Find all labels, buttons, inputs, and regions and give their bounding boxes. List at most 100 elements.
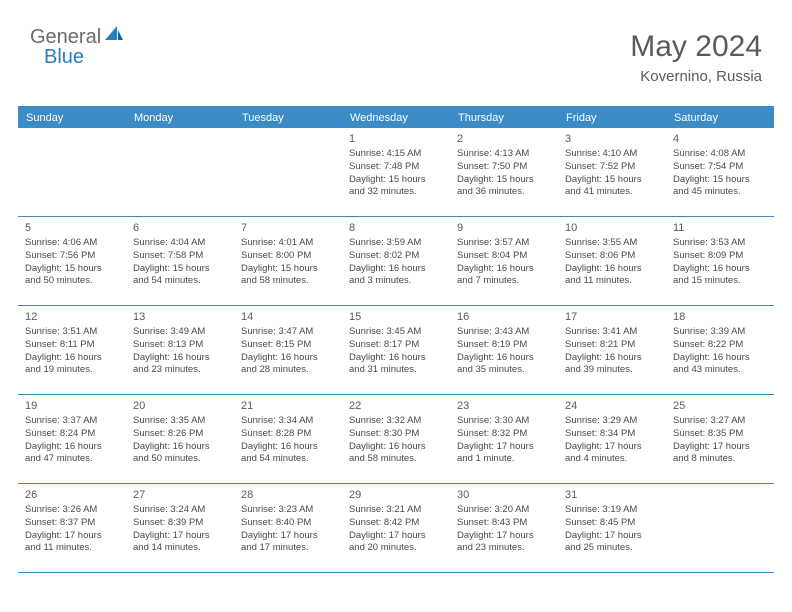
sunset-line: Sunset: 8:09 PM [673,250,767,263]
sunset-line: Sunset: 8:28 PM [241,428,335,441]
day-info: Sunrise: 3:39 AMSunset: 8:22 PMDaylight:… [673,326,767,377]
calendar-week-row: 1Sunrise: 4:15 AMSunset: 7:48 PMDaylight… [18,128,774,217]
sunrise-line: Sunrise: 3:29 AM [565,415,659,428]
weekday-header-cell: Tuesday [234,108,342,128]
daylight-line: Daylight: 16 hours and 15 minutes. [673,263,767,289]
sunset-line: Sunset: 8:30 PM [349,428,443,441]
daylight-line: Daylight: 15 hours and 32 minutes. [349,174,443,200]
day-number: 25 [673,400,767,412]
calendar-day-cell: 25Sunrise: 3:27 AMSunset: 8:35 PMDayligh… [666,395,774,483]
day-number: 5 [25,222,119,234]
daylight-line: Daylight: 17 hours and 1 minute. [457,441,551,467]
calendar-day-cell: 19 Sunrise: 3:37 AMSunset: 8:24 PMDayligh… [18,395,126,483]
day-number: 23 [457,400,551,412]
calendar-week-row: 26Sunrise: 3:26 AMSunset: 8:37 PMDayligh… [18,484,774,573]
day-number: 28 [241,489,335,501]
day-number: 8 [349,222,443,234]
calendar-day-cell: 11Sunrise: 3:53 AMSunset: 8:09 PMDayligh… [666,217,774,305]
calendar-day-cell: 9Sunrise: 3:57 AMSunset: 8:04 PMDaylight… [450,217,558,305]
sunrise-line: Sunrise: 3:30 AM [457,415,551,428]
sunset-line: Sunset: 8:40 PM [241,517,335,530]
sunset-line: Sunset: 7:48 PM [349,161,443,174]
sunset-line: Sunset: 8:26 PM [133,428,227,441]
day-number: 27 [133,489,227,501]
weekday-header-cell: Monday [126,108,234,128]
sunrise-line: Sunrise: 3:49 AM [133,326,227,339]
sunrise-line: Sunrise: 3:26 AM [25,504,119,517]
day-number: 11 [673,222,767,234]
daylight-line: Daylight: 16 hours and 31 minutes. [349,352,443,378]
header-right: May 2024 Kovernino, Russia [630,30,762,85]
daylight-line: Daylight: 17 hours and 8 minutes. [673,441,767,467]
sunset-line: Sunset: 8:13 PM [133,339,227,352]
calendar-day-cell: 5 Sunrise: 4:06 AMSunset: 7:56 PMDaylight… [18,217,126,305]
calendar-week-row: 12Sunrise: 3:51 AMSunset: 8:11 PMDayligh… [18,306,774,395]
sunset-line: Sunset: 8:04 PM [457,250,551,263]
sunset-line: Sunset: 8:21 PM [565,339,659,352]
day-info: Sunrise: 3:45 AMSunset: 8:17 PMDaylight:… [349,326,443,377]
sunset-line: Sunset: 8:43 PM [457,517,551,530]
day-info: Sunrise: 3:30 AMSunset: 8:32 PMDaylight:… [457,415,551,466]
sunset-line: Sunset: 8:19 PM [457,339,551,352]
calendar-day-cell: 6Sunrise: 4:04 AMSunset: 7:58 PMDaylight… [126,217,234,305]
sunrise-line: Sunrise: 3:24 AM [133,504,227,517]
calendar-day-cell: 26 Sunrise: 3:26 AMSunset: 8:37 PMDayligh… [18,484,126,572]
weekday-header-cell: Friday [558,108,666,128]
sunset-line: Sunset: 8:39 PM [133,517,227,530]
sunset-line: Sunset: 8:11 PM [25,339,119,352]
daylight-line: Daylight: 16 hours and 39 minutes. [565,352,659,378]
day-info: Sunrise: 4:15 AMSunset: 7:48 PMDaylight:… [349,148,443,199]
day-info: Sunrise: 4:06 AMSunset: 7:56 PMDaylight:… [25,237,119,288]
sunset-line: Sunset: 8:02 PM [349,250,443,263]
calendar-week-row: 5 Sunrise: 4:06 AMSunset: 7:56 PMDaylight… [18,217,774,306]
calendar-day-cell: 15 Sunrise: 3:45 AMSunset: 8:17 PMDayligh… [342,306,450,394]
day-info: Sunrise: 3:23 AMSunset: 8:40 PMDaylight:… [241,504,335,555]
daylight-line: Daylight: 15 hours and 36 minutes. [457,174,551,200]
brand-sail-icon [103,24,125,47]
calendar-day-cell: 23 Sunrise: 3:30 AMSunset: 8:32 PMDayligh… [450,395,558,483]
daylight-line: Daylight: 15 hours and 54 minutes. [133,263,227,289]
sunset-line: Sunset: 8:37 PM [25,517,119,530]
calendar-day-cell: 24Sunrise: 3:29 AMSunset: 8:34 PMDayligh… [558,395,666,483]
day-number: 17 [565,311,659,323]
day-number: 3 [565,133,659,145]
daylight-line: Daylight: 16 hours and 28 minutes. [241,352,335,378]
sunset-line: Sunset: 8:06 PM [565,250,659,263]
day-info: Sunrise: 4:13 AMSunset: 7:50 PMDaylight:… [457,148,551,199]
day-info: Sunrise: 3:37 AMSunset: 8:24 PMDaylight:… [25,415,119,466]
day-number: 18 [673,311,767,323]
calendar-day-cell: 22 Sunrise: 3:32 AMSunset: 8:30 PMDayligh… [342,395,450,483]
calendar-day-cell: 4Sunrise: 4:08 AMSunset: 7:54 PMDaylight… [666,128,774,216]
sunrise-line: Sunrise: 3:20 AM [457,504,551,517]
daylight-line: Daylight: 17 hours and 20 minutes. [349,530,443,556]
sunrise-line: Sunrise: 3:39 AM [673,326,767,339]
day-number: 21 [241,400,335,412]
day-info: Sunrise: 3:32 AMSunset: 8:30 PMDaylight:… [349,415,443,466]
daylight-line: Daylight: 17 hours and 11 minutes. [25,530,119,556]
day-number: 10 [565,222,659,234]
day-number: 15 [349,311,443,323]
calendar-week-row: 19 Sunrise: 3:37 AMSunset: 8:24 PMDayligh… [18,395,774,484]
calendar-day-cell: 2Sunrise: 4:13 AMSunset: 7:50 PMDaylight… [450,128,558,216]
month-title: May 2024 [630,30,762,64]
calendar-day-cell: 20Sunrise: 3:35 AMSunset: 8:26 PMDayligh… [126,395,234,483]
sunrise-line: Sunrise: 4:04 AM [133,237,227,250]
daylight-line: Daylight: 16 hours and 7 minutes. [457,263,551,289]
calendar-day-cell: 30Sunrise: 3:20 AMSunset: 8:43 PMDayligh… [450,484,558,572]
day-number: 19 [25,400,119,412]
day-number: 12 [25,311,119,323]
day-number: 26 [25,489,119,501]
day-number: 22 [349,400,443,412]
sunrise-line: Sunrise: 4:08 AM [673,148,767,161]
daylight-line: Daylight: 17 hours and 14 minutes. [133,530,227,556]
day-number: 6 [133,222,227,234]
daylight-line: Daylight: 16 hours and 35 minutes. [457,352,551,378]
calendar-grid: SundayMondayTuesdayWednesdayThursdayFrid… [18,106,774,573]
day-number: 16 [457,311,551,323]
calendar-day-cell: 10Sunrise: 3:55 AMSunset: 8:06 PMDayligh… [558,217,666,305]
day-number: 30 [457,489,551,501]
day-number: 13 [133,311,227,323]
day-number: 4 [673,133,767,145]
location-label: Kovernino, Russia [630,68,762,85]
sunrise-line: Sunrise: 3:57 AM [457,237,551,250]
